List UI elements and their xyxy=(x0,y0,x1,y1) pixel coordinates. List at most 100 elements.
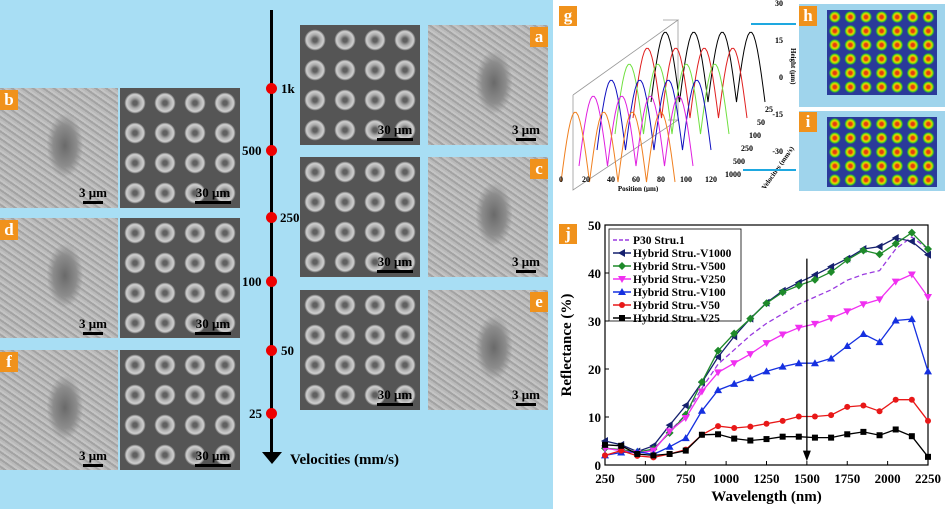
data-point xyxy=(634,450,641,457)
data-point xyxy=(778,288,787,297)
data-point xyxy=(697,377,706,386)
legend-label: Hybrid Stru.-V50 xyxy=(633,300,720,312)
reflectance-chart: 250 500 750 1000 1250 1500 1750 2000 2250 0 10 20 30… xyxy=(559,218,941,505)
data-point xyxy=(714,386,723,394)
sem-array-e xyxy=(300,290,420,410)
data-point xyxy=(827,268,836,277)
profile-curve xyxy=(650,31,766,103)
data-point xyxy=(875,242,883,251)
data-point xyxy=(650,452,657,459)
x-tick-label: 250 xyxy=(595,471,615,486)
z-axis-label: Height (μm) xyxy=(789,48,797,85)
scale-bar: 3 μm xyxy=(75,448,111,467)
z-tick: 0 xyxy=(779,73,783,82)
scale-bar: 30 μm xyxy=(190,185,236,204)
data-point xyxy=(714,353,722,361)
data-point xyxy=(763,420,770,427)
scale-bar: 30 μm xyxy=(190,316,236,335)
profile-curve xyxy=(614,63,730,135)
panel-label-b: b xyxy=(0,90,18,110)
data-point xyxy=(779,417,786,424)
panel-label-j: j xyxy=(559,224,577,244)
data-point xyxy=(746,314,755,323)
arrow-head-icon xyxy=(802,450,811,462)
data-point xyxy=(860,428,867,435)
data-point xyxy=(844,403,851,410)
data-point xyxy=(875,250,884,259)
right-panels: 30 15 0 -15 -30 Height (μm) 25 50 100 250 500 1000 V… xyxy=(553,0,945,509)
arrow-down-icon xyxy=(262,452,282,464)
data-point xyxy=(795,413,802,420)
data-point xyxy=(891,233,899,242)
sem-closeup-d xyxy=(0,218,118,338)
profile-curve xyxy=(596,79,712,151)
data-point xyxy=(828,434,835,441)
x-tick: 60 xyxy=(632,175,640,184)
profile-curve xyxy=(560,111,676,183)
x-tick-label: 1250 xyxy=(754,471,780,486)
data-point xyxy=(618,288,626,295)
data-point xyxy=(843,256,852,265)
data-point xyxy=(762,299,771,308)
height-map-i xyxy=(799,111,945,191)
data-point xyxy=(730,329,739,338)
data-point xyxy=(730,379,739,387)
data-point xyxy=(907,237,915,246)
data-point xyxy=(762,367,771,375)
velocity-axis-label: Velocities (mm/s) xyxy=(290,452,399,468)
data-point xyxy=(891,278,900,286)
y-tick: 500 xyxy=(733,157,745,166)
data-point xyxy=(810,270,818,279)
data-point xyxy=(778,362,787,370)
data-point xyxy=(907,271,916,279)
panel-label-c: c xyxy=(530,159,548,179)
sem-array-d xyxy=(120,218,240,338)
data-point xyxy=(925,417,931,424)
data-point xyxy=(618,442,625,449)
data-point xyxy=(859,301,868,309)
velocity-tick: 250 xyxy=(280,210,300,225)
data-point xyxy=(619,302,625,308)
data-point xyxy=(875,338,884,346)
z-tick: 30 xyxy=(775,0,783,8)
height-map-h xyxy=(799,4,945,107)
data-point xyxy=(876,432,883,439)
data-point xyxy=(602,452,608,459)
x-tick-label: 2000 xyxy=(875,471,901,486)
scale-bar: 3 μm xyxy=(75,185,111,204)
y-tick: 25 xyxy=(765,105,773,114)
data-point xyxy=(844,431,851,438)
data-point xyxy=(665,421,673,430)
data-point xyxy=(795,433,802,440)
data-point xyxy=(925,453,931,460)
scale-bar: 30 μm xyxy=(372,122,418,141)
sem-closeup-c xyxy=(428,157,548,277)
data-point xyxy=(697,388,706,396)
data-point xyxy=(666,450,673,457)
data-point xyxy=(924,250,931,259)
scale-bar: 3 μm xyxy=(508,254,544,273)
x-axis-label: Position (μm) xyxy=(618,185,659,192)
data-point xyxy=(681,401,689,410)
scale-bar: 30 μm xyxy=(372,254,418,273)
data-point xyxy=(681,434,690,442)
data-point xyxy=(731,425,738,432)
y-tick-label: 50 xyxy=(588,218,601,233)
data-point xyxy=(746,351,755,359)
sem-closeup-a xyxy=(428,25,548,145)
velocity-point-500 xyxy=(266,145,277,156)
data-point xyxy=(619,315,625,321)
data-point xyxy=(875,296,884,304)
data-point xyxy=(618,447,625,454)
data-point xyxy=(892,396,899,403)
data-point xyxy=(828,412,835,419)
velocity-point-1k xyxy=(266,83,277,94)
z-tick: -30 xyxy=(772,147,783,156)
data-point xyxy=(811,434,818,441)
legend-label: Hybrid Stru.-V100 xyxy=(633,287,726,299)
data-point xyxy=(859,246,868,255)
sem-array-f xyxy=(120,350,240,470)
legend-label: Hybrid Stru.-V25 xyxy=(633,313,720,325)
y-tick: 100 xyxy=(749,131,761,140)
velocity-tick: 1k xyxy=(281,81,295,96)
